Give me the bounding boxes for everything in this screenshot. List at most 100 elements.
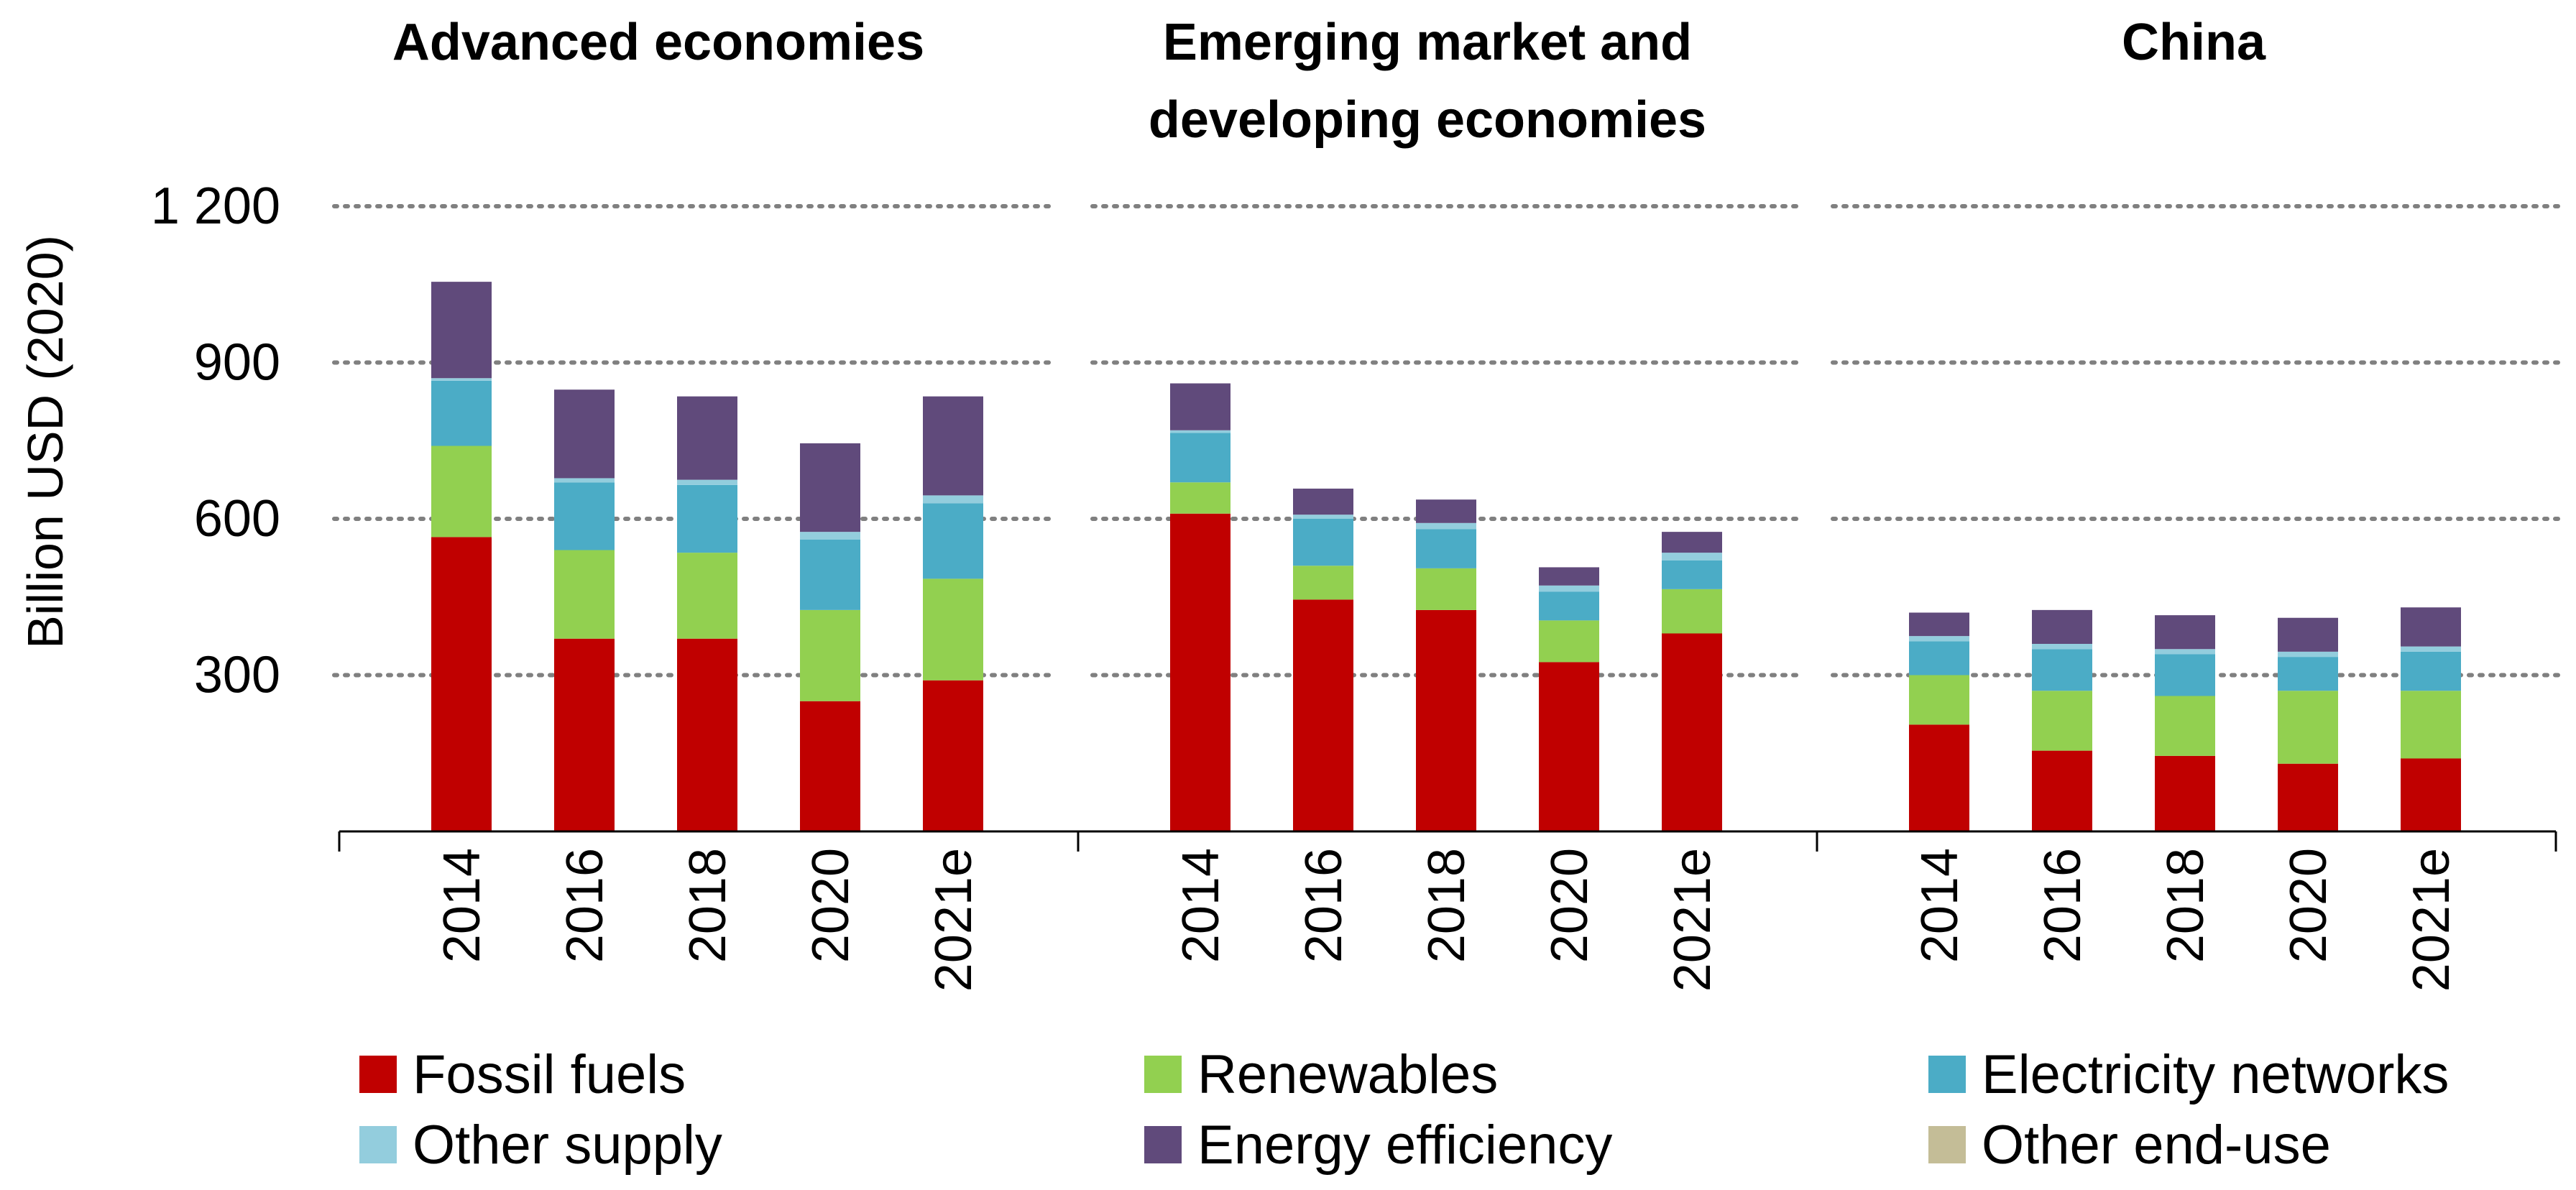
x-tick-china-2020: 2020 xyxy=(2280,848,2337,963)
bar-china-2018-electricity-networks xyxy=(2155,654,2215,696)
panel-title-advanced-economies: Advanced economies xyxy=(392,14,924,71)
bar-china-2016-electricity-networks xyxy=(2032,649,2092,691)
bar-advanced-economies-2018-energy-efficiency xyxy=(677,396,737,480)
bar-emerging-market-and-developing-economies-2014-electricity-networks xyxy=(1170,433,1230,483)
legend-item-other-supply: Other supply xyxy=(359,1115,722,1176)
bar-emerging-market-and-developing-economies-2018-renewables xyxy=(1416,568,1476,610)
x-tick-china-2014: 2014 xyxy=(1911,848,1969,963)
bar-emerging-market-and-developing-economies-2020-energy-efficiency xyxy=(1539,567,1599,586)
bar-china-2020-fossil-fuels xyxy=(2278,763,2338,831)
bar-china-2021e-renewables xyxy=(2401,691,2461,759)
bar-china-2018-energy-efficiency xyxy=(2155,615,2215,650)
x-tick-emerging-market-and-developing-economies-2021e: 2021e xyxy=(1664,848,1721,992)
legend-swatch-fossil-fuels xyxy=(359,1056,397,1093)
panel-emerging-market-and-developing-economies: Emerging market and developing economies 2… xyxy=(1149,14,1722,992)
legend-label-other-supply: Other supply xyxy=(413,1115,722,1176)
legend-item-other-end-use: Other end-use xyxy=(1928,1115,2331,1176)
bar-emerging-market-and-developing-economies-2018-energy-efficiency xyxy=(1416,499,1476,523)
bar-emerging-market-and-developing-economies-2020-fossil-fuels xyxy=(1539,662,1599,831)
bar-advanced-economies-2014-fossil-fuels xyxy=(431,537,492,831)
y-tick-300: 300 xyxy=(194,647,280,704)
legend-label-renewables: Renewables xyxy=(1197,1044,1498,1105)
x-tick-china-2021e: 2021e xyxy=(2403,848,2460,992)
legend-swatch-energy-efficiency xyxy=(1144,1126,1182,1163)
bar-china-2016-fossil-fuels xyxy=(2032,750,2092,831)
bar-advanced-economies-2021e-energy-efficiency xyxy=(923,396,983,496)
bar-emerging-market-and-developing-economies-2016-energy-efficiency xyxy=(1293,488,1353,515)
y-axis-label: Billion USD (2020) xyxy=(17,235,73,649)
bar-china-2018-fossil-fuels xyxy=(2155,755,2215,831)
bar-china-2014-electricity-networks xyxy=(1909,641,1969,675)
bar-emerging-market-and-developing-economies-2014-renewables xyxy=(1170,482,1230,514)
bar-emerging-market-and-developing-economies-2014-energy-efficiency xyxy=(1170,383,1230,430)
bar-advanced-economies-2021e-renewables xyxy=(923,578,983,681)
bar-emerging-market-and-developing-economies-2021e-renewables xyxy=(1662,589,1722,634)
legend: Fossil fuels Renewables Electricity networ… xyxy=(359,1044,2449,1176)
bar-emerging-market-and-developing-economies-2018-fossil-fuels xyxy=(1416,609,1476,831)
bar-emerging-market-and-developing-economies-2021e-fossil-fuels xyxy=(1662,633,1722,831)
bar-china-2020-renewables xyxy=(2278,691,2338,764)
x-tick-emerging-market-and-developing-economies-2014: 2014 xyxy=(1172,848,1230,963)
bar-china-2018-other-supply xyxy=(2155,649,2215,655)
y-tick-1200: 1 200 xyxy=(151,177,280,235)
bar-advanced-economies-2020-electricity-networks xyxy=(800,540,860,610)
bar-advanced-economies-2018-electricity-networks xyxy=(677,484,737,553)
legend-swatch-electricity-networks xyxy=(1928,1056,1966,1093)
panel-title-developing-economies: developing economies xyxy=(1149,91,1706,149)
x-tick-emerging-market-and-developing-economies-2016: 2016 xyxy=(1295,848,1353,963)
x-tick-china-2018: 2018 xyxy=(2157,848,2214,963)
bar-china-2014-other-supply xyxy=(1909,636,1969,642)
bar-china-2014-energy-efficiency xyxy=(1909,612,1969,637)
y-tick-labels: 300 600 900 1 200 xyxy=(151,177,280,704)
bar-advanced-economies-2016-fossil-fuels xyxy=(554,638,615,831)
bar-china-2021e-fossil-fuels xyxy=(2401,758,2461,831)
bar-advanced-economies-2020-energy-efficiency xyxy=(800,443,860,532)
bar-advanced-economies-2021e-other-supply xyxy=(923,495,983,504)
x-tick-advanced-economies-2016: 2016 xyxy=(556,848,614,963)
bar-advanced-economies-2014-renewables xyxy=(431,446,492,538)
legend-label-fossil-fuels: Fossil fuels xyxy=(413,1044,686,1105)
panel-title-china: China xyxy=(2122,14,2266,71)
x-tick-advanced-economies-2018: 2018 xyxy=(679,848,737,963)
bar-advanced-economies-2014-other-supply xyxy=(431,378,492,381)
legend-swatch-renewables xyxy=(1144,1056,1182,1093)
bar-china-2020-other-supply xyxy=(2278,651,2338,658)
x-tick-emerging-market-and-developing-economies-2020: 2020 xyxy=(1541,848,1598,963)
x-tick-emerging-market-and-developing-economies-2018: 2018 xyxy=(1418,848,1476,963)
legend-item-energy-efficiency: Energy efficiency xyxy=(1144,1115,1612,1176)
legend-item-electricity-networks: Electricity networks xyxy=(1928,1044,2449,1105)
bar-emerging-market-and-developing-economies-2016-electricity-networks xyxy=(1293,519,1353,566)
bar-china-2021e-electricity-networks xyxy=(2401,651,2461,691)
bar-advanced-economies-2020-renewables xyxy=(800,609,860,701)
bar-china-2014-fossil-fuels xyxy=(1909,724,1969,831)
legend-swatch-other-end-use xyxy=(1928,1126,1966,1163)
legend-label-electricity-networks: Electricity networks xyxy=(1982,1044,2449,1105)
bar-china-2021e-other-supply xyxy=(2401,646,2461,652)
bar-advanced-economies-2018-fossil-fuels xyxy=(677,638,737,831)
legend-item-renewables: Renewables xyxy=(1144,1044,1498,1105)
legend-item-fossil-fuels: Fossil fuels xyxy=(359,1044,686,1105)
x-tick-advanced-economies-2020: 2020 xyxy=(802,848,860,963)
bar-advanced-economies-2020-other-supply xyxy=(800,532,860,540)
bar-emerging-market-and-developing-economies-2016-other-supply xyxy=(1293,515,1353,519)
bar-advanced-economies-2018-other-supply xyxy=(677,479,737,485)
panel-advanced-economies: Advanced economies 2014 2016 2018 2020 2021e xyxy=(392,14,983,992)
y-tick-600: 600 xyxy=(194,490,280,548)
bar-emerging-market-and-developing-economies-2014-fossil-fuels xyxy=(1170,513,1230,831)
bar-advanced-economies-2016-renewables xyxy=(554,550,615,639)
bar-china-2021e-energy-efficiency xyxy=(2401,607,2461,647)
x-tick-advanced-economies-2014: 2014 xyxy=(433,848,491,963)
bar-china-2020-energy-efficiency xyxy=(2278,617,2338,652)
bar-emerging-market-and-developing-economies-2020-renewables xyxy=(1539,620,1599,663)
bar-advanced-economies-2016-other-supply xyxy=(554,478,615,483)
y-tick-900: 900 xyxy=(194,334,280,392)
legend-label-other-end-use: Other end-use xyxy=(1982,1115,2331,1176)
bar-advanced-economies-2020-fossil-fuels xyxy=(800,701,860,831)
bar-advanced-economies-2021e-electricity-networks xyxy=(923,503,983,579)
bar-advanced-economies-2021e-fossil-fuels xyxy=(923,680,983,831)
legend-swatch-other-supply xyxy=(359,1126,397,1163)
bar-emerging-market-and-developing-economies-2020-electricity-networks xyxy=(1539,591,1599,621)
bar-emerging-market-and-developing-economies-2021e-electricity-networks xyxy=(1662,561,1722,589)
bar-emerging-market-and-developing-economies-2018-electricity-networks xyxy=(1416,529,1476,568)
